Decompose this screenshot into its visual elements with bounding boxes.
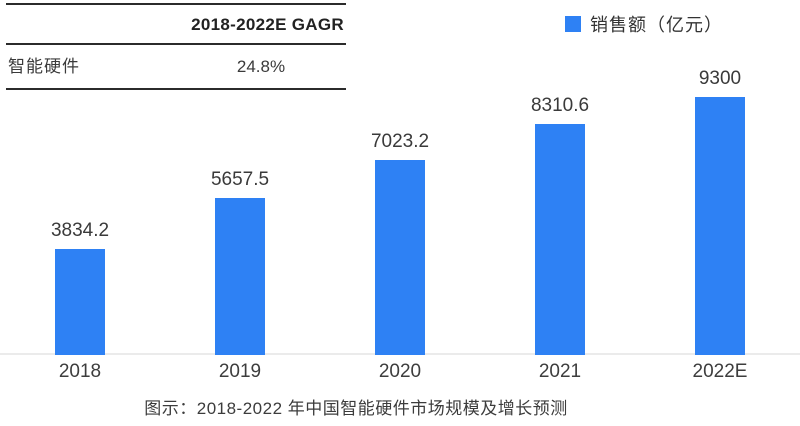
x-axis-label: 2022E <box>692 361 748 382</box>
legend-color-swatch-icon <box>565 16 581 32</box>
bar-column: 5657.5 2019 <box>160 0 320 426</box>
x-axis-label: 2021 <box>538 361 582 382</box>
bar-value-label: 3834.2 <box>50 220 110 241</box>
bar-value-label: 9300 <box>698 68 742 89</box>
bar-value-label: 8310.6 <box>530 95 590 116</box>
bar-value-label: 7023.2 <box>370 131 430 152</box>
bar-column: 7023.2 2020 <box>320 0 480 426</box>
cagr-table: 2018-2022E GAGR 智能硬件 24.8% <box>6 3 346 90</box>
bar <box>375 160 425 355</box>
bar <box>535 124 585 355</box>
legend-label: 销售额（亿元） <box>590 15 723 35</box>
bar-column: 3834.2 2018 <box>0 0 160 426</box>
bar <box>695 97 745 355</box>
cagr-table-row: 智能硬件 24.8% <box>6 45 346 90</box>
cagr-table-header: 2018-2022E GAGR <box>6 5 346 45</box>
bar-value-label: 5657.5 <box>210 169 270 190</box>
x-axis-label: 2019 <box>218 361 262 382</box>
legend: 销售额（亿元） <box>565 11 723 37</box>
cagr-value: 24.8% <box>236 57 286 76</box>
bar-column: 8310.6 2021 <box>480 0 640 426</box>
bar <box>215 198 265 355</box>
chart-caption: 图示：2018-2022 年中国智能硬件市场规模及增长预测 <box>144 399 568 418</box>
x-axis-label: 2020 <box>378 361 422 382</box>
bar-column: 9300 2022E <box>640 0 800 426</box>
bar <box>55 249 105 355</box>
category-label: 智能硬件 <box>8 57 80 76</box>
x-axis-label: 2018 <box>58 361 102 382</box>
